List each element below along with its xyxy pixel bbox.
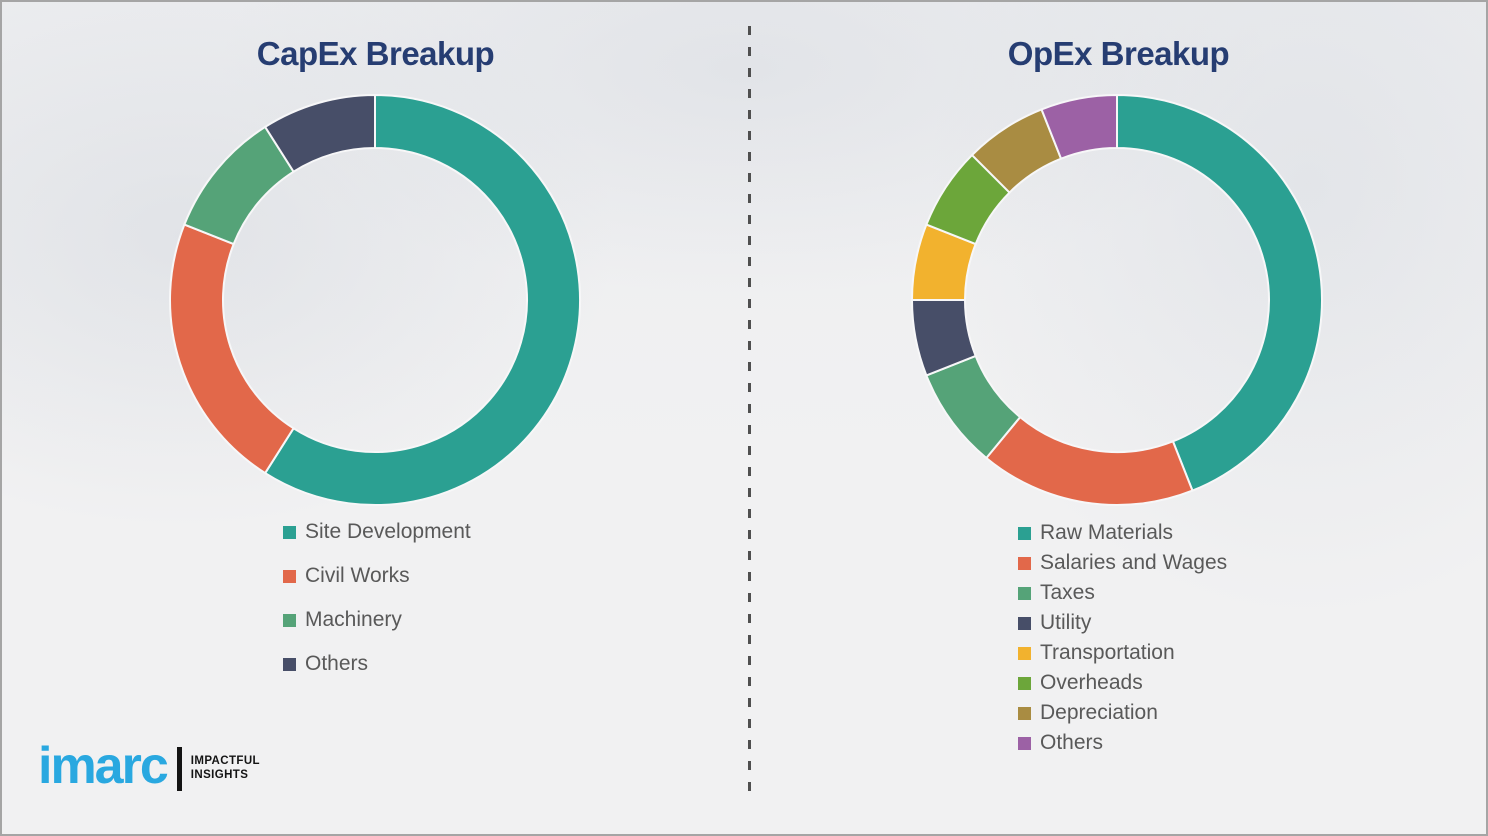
legend-item-civil-works: Civil Works <box>283 554 471 598</box>
legend-item-raw-materials: Raw Materials <box>1018 518 1227 548</box>
opex-legend: Raw Materials Salaries and Wages Taxes Util… <box>1018 518 1227 758</box>
donut-segment-others <box>1040 93 1118 160</box>
capex-legend: Site Development Civil Works Machinery Othe… <box>283 510 471 686</box>
legend-label-taxes: Taxes <box>1040 581 1095 604</box>
legend-label-others: Others <box>1040 731 1104 754</box>
legend-swatch-machinery <box>283 613 296 627</box>
donut-segment-raw-materials <box>1116 93 1323 492</box>
legend-label-overheads: Overheads <box>1040 671 1143 694</box>
legend-swatch-utility <box>1018 616 1031 630</box>
legend-label-civil-works: Civil Works <box>305 564 410 587</box>
legend-item-depreciation: Depreciation <box>1018 698 1227 728</box>
donut-segment-salaries-and-wages <box>984 415 1194 506</box>
legend-swatch-raw-materials <box>1018 526 1031 540</box>
donut-segment-civil-works <box>169 223 295 475</box>
legend-item-transportation: Transportation <box>1018 638 1227 668</box>
imarc-logo-wordmark: imarc <box>38 737 169 795</box>
legend-label-salaries-and-wages: Salaries and Wages <box>1040 551 1228 574</box>
legend-swatch-others <box>283 657 296 671</box>
legend-item-site-development: Site Development <box>283 510 471 554</box>
legend-label-depreciation: Depreciation <box>1040 701 1158 724</box>
legend-label-utility: Utility <box>1040 611 1092 634</box>
legend-label-raw-materials: Raw Materials <box>1040 521 1174 544</box>
imarc-logo: imarc IMPACTFUL INSIGHTS <box>38 740 260 792</box>
legend-item-utility: Utility <box>1018 608 1227 638</box>
legend-item-taxes: Taxes <box>1018 578 1227 608</box>
donut-segment-others <box>263 93 376 174</box>
capex-donut-chart <box>169 93 581 506</box>
imarc-logo-separator-bar <box>176 747 182 791</box>
opex-chart-title: OpEx Breakup <box>1007 35 1230 72</box>
legend-item-machinery: Machinery <box>283 598 471 642</box>
legend-item-others: Others <box>283 642 471 686</box>
legend-item-others: Others <box>1018 728 1227 758</box>
legend-item-overheads: Overheads <box>1018 668 1227 698</box>
legend-swatch-taxes <box>1018 586 1031 600</box>
legend-swatch-transportation <box>1018 646 1031 660</box>
imarc-logo-tagline: IMPACTFUL INSIGHTS <box>191 755 260 783</box>
legend-label-transportation: Transportation <box>1040 641 1175 664</box>
legend-swatch-civil-works <box>283 569 296 583</box>
legend-swatch-salaries-and-wages <box>1018 556 1031 570</box>
legend-label-others: Others <box>305 652 369 675</box>
imarc-tagline-line1: IMPACTFUL <box>190 755 260 768</box>
donut-segment-site-development <box>263 93 581 506</box>
legend-item-salaries-and-wages: Salaries and Wages <box>1018 548 1227 578</box>
legend-swatch-others <box>1018 736 1031 750</box>
legend-swatch-site-development <box>283 525 296 539</box>
capex-chart-title: CapEx Breakup <box>256 35 495 72</box>
legend-label-machinery: Machinery <box>305 608 402 631</box>
legend-swatch-overheads <box>1018 676 1031 690</box>
legend-swatch-depreciation <box>1018 706 1031 720</box>
opex-donut-chart <box>910 93 1323 506</box>
legend-label-site-development: Site Development <box>305 520 471 543</box>
vertical-dashed-divider <box>748 26 751 794</box>
imarc-tagline-line2: INSIGHTS <box>190 769 249 781</box>
